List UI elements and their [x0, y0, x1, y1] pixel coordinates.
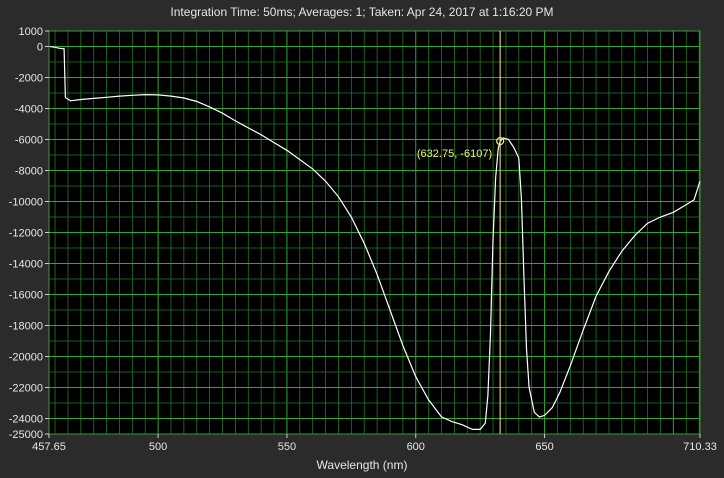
- y-tick-label: -16000: [9, 290, 43, 302]
- y-tick-label: 1000: [19, 26, 43, 38]
- y-tick-label: -20000: [9, 352, 43, 364]
- y-tick-label: -14000: [9, 259, 43, 271]
- x-tick-label: 457.65: [32, 441, 66, 453]
- cursor-marker[interactable]: [496, 137, 505, 146]
- y-tick-label: -18000: [9, 321, 43, 333]
- x-axis-ticks: 457.65 500 550 600 650 710.33: [32, 434, 717, 453]
- x-tick-label: 500: [149, 441, 167, 453]
- x-tick-label: 650: [535, 441, 553, 453]
- y-tick-label: -12000: [9, 228, 43, 240]
- y-tick-label: -10000: [9, 197, 43, 209]
- y-tick-label: -24000: [9, 414, 43, 426]
- x-tick-label: 550: [278, 441, 296, 453]
- cursor-readout: (632.75, -6107): [417, 148, 492, 160]
- grid-lines: [48, 30, 701, 435]
- y-tick-label: -6000: [15, 135, 43, 147]
- y-tick-label: -22000: [9, 383, 43, 395]
- series-line: [49, 45, 701, 430]
- y-axis-ticks: 1000 0 -2000 -4000 -6000 -8000 -10000 -12000 -14…: [9, 26, 49, 441]
- x-axis-label: Wavelength (nm): [316, 458, 408, 472]
- y-tick-label: -25000: [9, 429, 43, 441]
- y-tick-label: -4000: [15, 104, 43, 116]
- chart-title: Integration Time: 50ms; Averages: 1; Tak…: [170, 5, 554, 19]
- x-tick-label: 600: [407, 441, 425, 453]
- y-tick-label: -2000: [15, 73, 43, 85]
- y-tick-label: 0: [37, 42, 43, 54]
- x-tick-label: 710.33: [683, 441, 717, 453]
- y-tick-label: -8000: [15, 166, 43, 178]
